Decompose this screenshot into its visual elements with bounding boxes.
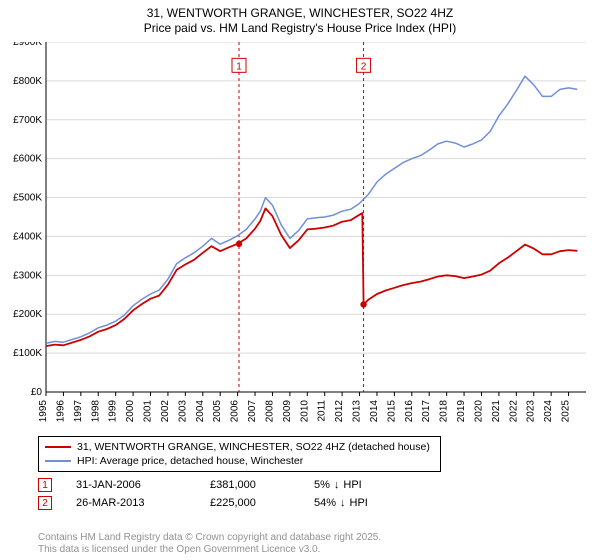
svg-text:2001: 2001 bbox=[143, 400, 154, 423]
svg-text:1995: 1995 bbox=[38, 400, 49, 423]
svg-text:2014: 2014 bbox=[369, 400, 380, 423]
title-block: 31, WENTWORTH GRANGE, WINCHESTER, SO22 4… bbox=[0, 0, 600, 36]
svg-text:£900K: £900K bbox=[13, 42, 42, 48]
svg-text:2023: 2023 bbox=[526, 400, 537, 423]
event-price: £225,000 bbox=[210, 497, 290, 509]
legend-swatch bbox=[45, 446, 71, 448]
svg-text:2017: 2017 bbox=[421, 400, 432, 423]
svg-text:£600K: £600K bbox=[13, 154, 42, 165]
svg-text:2002: 2002 bbox=[160, 400, 171, 423]
legend-label: 31, WENTWORTH GRANGE, WINCHESTER, SO22 4… bbox=[77, 440, 430, 454]
svg-text:2021: 2021 bbox=[491, 400, 502, 423]
svg-text:£0: £0 bbox=[31, 387, 43, 398]
svg-text:£300K: £300K bbox=[13, 270, 42, 281]
svg-text:2005: 2005 bbox=[212, 400, 223, 423]
svg-text:2007: 2007 bbox=[247, 400, 258, 423]
svg-text:2011: 2011 bbox=[317, 400, 328, 422]
svg-text:£400K: £400K bbox=[13, 231, 42, 242]
svg-text:£500K: £500K bbox=[13, 193, 42, 204]
event-row: 2 26-MAR-2013 £225,000 54% ↓ HPI bbox=[38, 496, 424, 510]
svg-text:2019: 2019 bbox=[456, 400, 467, 423]
legend-label: HPI: Average price, detached house, Winc… bbox=[77, 454, 303, 468]
chart-container: 31, WENTWORTH GRANGE, WINCHESTER, SO22 4… bbox=[0, 0, 600, 560]
event-delta-pct: 54% bbox=[314, 497, 336, 509]
event-marker-box: 2 bbox=[38, 496, 52, 510]
svg-text:1999: 1999 bbox=[108, 400, 119, 423]
svg-text:2013: 2013 bbox=[352, 400, 363, 423]
svg-text:2006: 2006 bbox=[230, 400, 241, 423]
event-delta: 54% ↓ HPI bbox=[314, 497, 424, 509]
svg-text:1997: 1997 bbox=[73, 400, 84, 423]
event-date: 31-JAN-2006 bbox=[76, 479, 186, 491]
svg-text:2010: 2010 bbox=[299, 400, 310, 423]
event-delta: 5% ↓ HPI bbox=[314, 479, 424, 491]
event-delta-suffix: HPI bbox=[350, 497, 368, 509]
svg-text:2015: 2015 bbox=[386, 400, 397, 423]
svg-text:1998: 1998 bbox=[90, 400, 101, 423]
svg-text:2004: 2004 bbox=[195, 400, 206, 423]
legend: 31, WENTWORTH GRANGE, WINCHESTER, SO22 4… bbox=[38, 436, 441, 472]
footer-attribution: Contains HM Land Registry data © Crown c… bbox=[38, 532, 381, 556]
legend-item: 31, WENTWORTH GRANGE, WINCHESTER, SO22 4… bbox=[45, 440, 430, 454]
event-row: 1 31-JAN-2006 £381,000 5% ↓ HPI bbox=[38, 478, 424, 492]
svg-text:2009: 2009 bbox=[282, 400, 293, 423]
svg-text:2022: 2022 bbox=[508, 400, 519, 423]
svg-text:2012: 2012 bbox=[334, 400, 345, 423]
events-table: 1 31-JAN-2006 £381,000 5% ↓ HPI 2 26-MAR… bbox=[38, 478, 424, 514]
footer-line-2: This data is licensed under the Open Gov… bbox=[38, 544, 381, 556]
svg-text:2016: 2016 bbox=[404, 400, 415, 423]
svg-text:2003: 2003 bbox=[177, 400, 188, 423]
svg-text:2018: 2018 bbox=[439, 400, 450, 423]
event-price: £381,000 bbox=[210, 479, 290, 491]
svg-text:2008: 2008 bbox=[264, 400, 275, 423]
svg-text:2020: 2020 bbox=[473, 400, 484, 423]
chart-area: £0 £100K £200K £300K £400K £500K £600K £700K £80… bbox=[10, 42, 590, 432]
svg-text:2025: 2025 bbox=[561, 400, 572, 423]
svg-text:1996: 1996 bbox=[55, 400, 66, 423]
title-line-1: 31, WENTWORTH GRANGE, WINCHESTER, SO22 4… bbox=[0, 6, 600, 21]
event-delta-pct: 5% bbox=[314, 479, 330, 491]
arrow-down-icon: ↓ bbox=[334, 479, 340, 491]
svg-text:£700K: £700K bbox=[13, 115, 42, 126]
chart-svg: £0 £100K £200K £300K £400K £500K £600K £700K £80… bbox=[10, 42, 590, 432]
svg-text:2: 2 bbox=[361, 61, 367, 72]
svg-text:£800K: £800K bbox=[13, 76, 42, 87]
svg-text:2000: 2000 bbox=[125, 400, 136, 423]
footer-line-1: Contains HM Land Registry data © Crown c… bbox=[38, 532, 381, 544]
legend-swatch bbox=[45, 460, 71, 462]
svg-text:1: 1 bbox=[236, 61, 242, 72]
event-marker-box: 1 bbox=[38, 478, 52, 492]
event-delta-suffix: HPI bbox=[343, 479, 361, 491]
event-date: 26-MAR-2013 bbox=[76, 497, 186, 509]
svg-text:2024: 2024 bbox=[543, 400, 554, 423]
svg-text:£200K: £200K bbox=[13, 309, 42, 320]
legend-item: HPI: Average price, detached house, Winc… bbox=[45, 454, 430, 468]
title-line-2: Price paid vs. HM Land Registry's House … bbox=[0, 21, 600, 36]
arrow-down-icon: ↓ bbox=[340, 497, 346, 509]
svg-text:£100K: £100K bbox=[13, 348, 42, 359]
